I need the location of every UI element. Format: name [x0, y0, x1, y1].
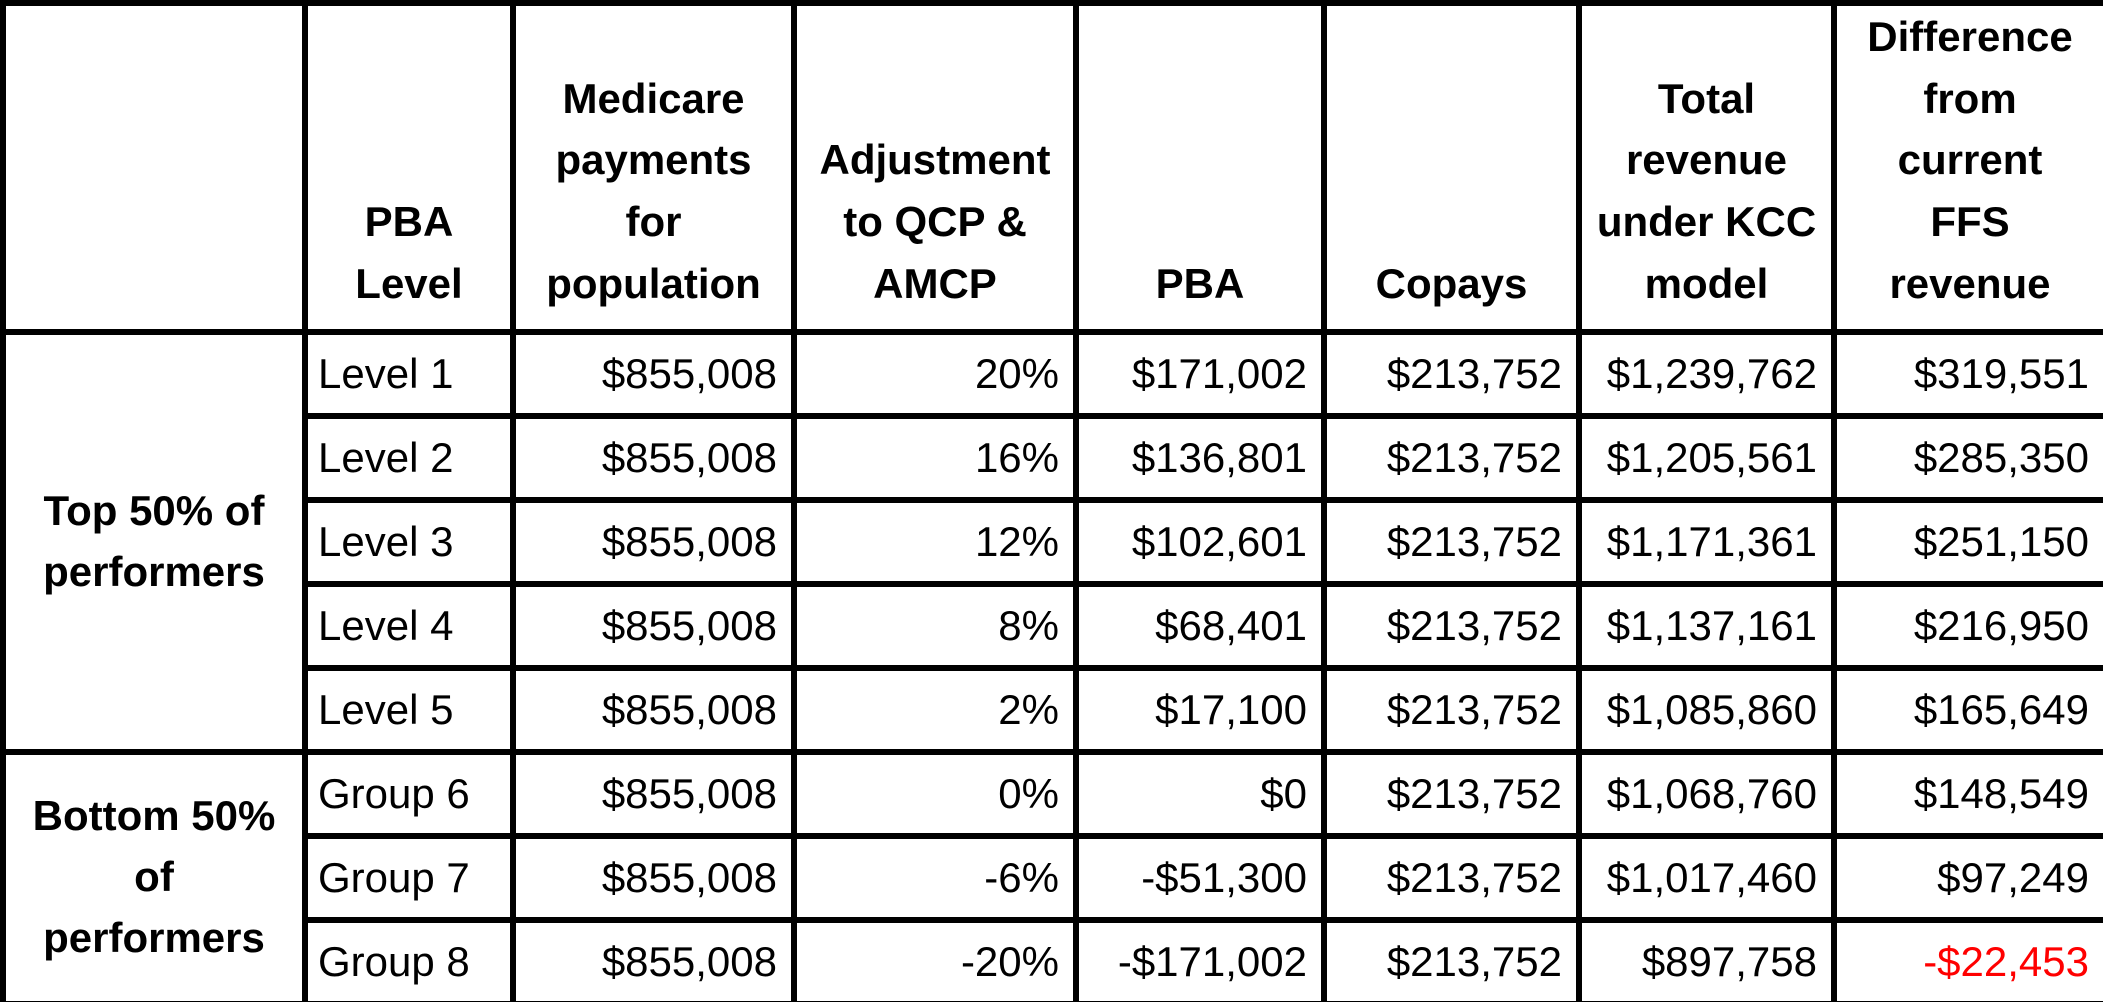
table-row-level-5: Level 5 $855,008 2% $17,100 $213,752 $1,… — [3, 664, 2103, 755]
cell-medicare: $855,008 — [510, 748, 797, 839]
cell-adjustment: 20% — [791, 328, 1079, 419]
cell-difference: $97,249 — [1831, 832, 2103, 923]
cell-level: Group 8 — [302, 916, 516, 1002]
table-row-level-2: Level 2 $855,008 16% $136,801 $213,752 $… — [3, 412, 2103, 503]
cell-difference: $148,549 — [1831, 748, 2103, 839]
table-row-group-6: Bottom 50% of performers Group 6 $855,00… — [0, 748, 2103, 1002]
cell-total: $1,017,460 — [1576, 832, 1837, 923]
column-header-total-revenue: Total revenue under KCC model — [1576, 0, 1837, 335]
cell-level: Level 5 — [302, 664, 516, 755]
table-row-level-4: Level 4 $855,008 8% $68,401 $213,752 $1,… — [3, 580, 2103, 671]
cell-pba: $68,401 — [1073, 580, 1327, 671]
cell-pba: $17,100 — [1073, 664, 1327, 755]
cell-level: Level 1 — [302, 328, 516, 419]
cell-difference: $285,350 — [1831, 412, 2103, 503]
cell-copays: $213,752 — [1321, 328, 1582, 419]
cell-medicare: $855,008 — [510, 580, 797, 671]
cell-medicare: $855,008 — [510, 916, 797, 1002]
cell-pba: $136,801 — [1073, 412, 1327, 503]
cell-adjustment: -6% — [791, 832, 1079, 923]
table-row-level-1: Top 50% of performers Level 1 $855,008 2… — [0, 328, 2103, 755]
column-header-difference: Difference from current FFS revenue — [1831, 0, 2103, 335]
cell-copays: $213,752 — [1321, 580, 1582, 671]
cell-adjustment: 0% — [791, 748, 1079, 839]
cell-adjustment: 16% — [791, 412, 1079, 503]
cell-difference: $216,950 — [1831, 580, 2103, 671]
cell-medicare: $855,008 — [510, 496, 797, 587]
cell-medicare: $855,008 — [510, 328, 797, 419]
cell-copays: $213,752 — [1321, 916, 1582, 1002]
cell-total: $1,171,361 — [1576, 496, 1837, 587]
cell-pba: -$51,300 — [1073, 832, 1327, 923]
cell-pba: $0 — [1073, 748, 1327, 839]
column-header-pba-level: PBA Level — [302, 0, 516, 335]
header-row: PBA Level Medicare payments for populati… — [0, 0, 2103, 335]
cell-adjustment: 12% — [791, 496, 1079, 587]
column-header-medicare-payments: Medicare payments for population — [510, 0, 797, 335]
cell-pba: $171,002 — [1073, 328, 1327, 419]
cell-copays: $213,752 — [1321, 412, 1582, 503]
cell-copays: $213,752 — [1321, 832, 1582, 923]
cell-total: $897,758 — [1576, 916, 1837, 1002]
cell-pba: -$171,002 — [1073, 916, 1327, 1002]
cell-copays: $213,752 — [1321, 748, 1582, 839]
table-row-group-8: Group 8 $855,008 -20% -$171,002 $213,752… — [3, 916, 2103, 1002]
table-row-group-7: Group 7 $855,008 -6% -$51,300 $213,752 $… — [3, 832, 2103, 923]
cell-difference: $165,649 — [1831, 664, 2103, 755]
column-header-adjustment: Adjustment to QCP & AMCP — [791, 0, 1079, 335]
cell-level: Group 6 — [302, 748, 516, 839]
cell-total: $1,205,561 — [1576, 412, 1837, 503]
cell-medicare: $855,008 — [510, 664, 797, 755]
corner-cell — [0, 0, 308, 335]
cell-copays: $213,752 — [1321, 496, 1582, 587]
table-row-level-3: Level 3 $855,008 12% $102,601 $213,752 $… — [3, 496, 2103, 587]
cell-difference: $251,150 — [1831, 496, 2103, 587]
column-header-pba: PBA — [1073, 0, 1327, 335]
column-header-copays: Copays — [1321, 0, 1582, 335]
cell-adjustment: 8% — [791, 580, 1079, 671]
cell-medicare: $855,008 — [510, 832, 797, 923]
cell-level: Group 7 — [302, 832, 516, 923]
cell-total: $1,068,760 — [1576, 748, 1837, 839]
cell-total: $1,239,762 — [1576, 328, 1837, 419]
cell-adjustment: 2% — [791, 664, 1079, 755]
cell-level: Level 4 — [302, 580, 516, 671]
cell-pba: $102,601 — [1073, 496, 1327, 587]
cell-adjustment: -20% — [791, 916, 1079, 1002]
cell-difference: $319,551 — [1831, 328, 2103, 419]
cell-medicare: $855,008 — [510, 412, 797, 503]
row-group-top-label: Top 50% of performers — [0, 328, 308, 755]
cell-difference-negative: -$22,453 — [1831, 916, 2103, 1002]
cell-copays: $213,752 — [1321, 664, 1582, 755]
cell-total: $1,137,161 — [1576, 580, 1837, 671]
cell-total: $1,085,860 — [1576, 664, 1837, 755]
row-group-bottom-label: Bottom 50% of performers — [0, 748, 308, 1002]
cell-level: Level 3 — [302, 496, 516, 587]
cell-level: Level 2 — [302, 412, 516, 503]
